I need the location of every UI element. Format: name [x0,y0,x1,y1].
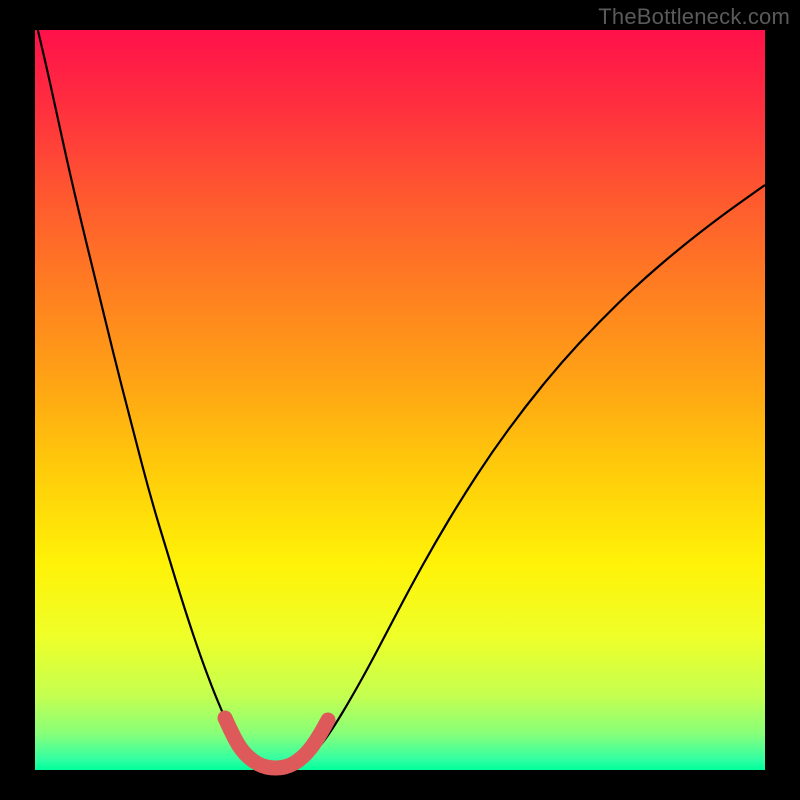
chart-svg [0,0,800,800]
watermark-text: TheBottleneck.com [598,4,790,30]
plot-background [35,30,765,770]
chart-container: TheBottleneck.com [0,0,800,800]
